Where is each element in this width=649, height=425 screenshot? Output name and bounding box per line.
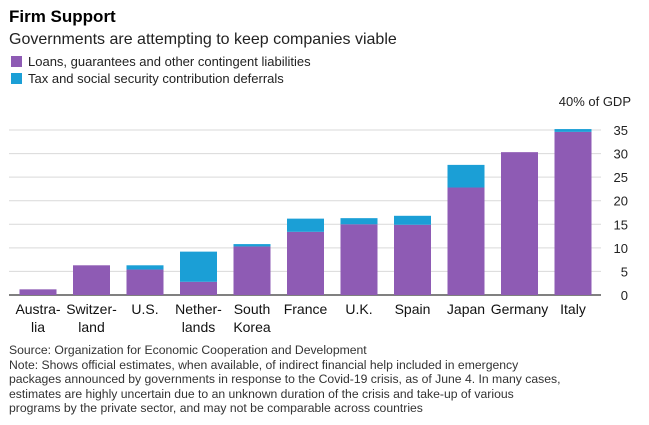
x-category-label: France <box>284 301 328 317</box>
chart-subtitle: Governments are attempting to keep compa… <box>9 31 397 48</box>
x-category-label-line: Nether- <box>175 301 222 317</box>
chart-title: Firm Support <box>9 7 116 26</box>
x-category-label-line: U.K. <box>345 301 372 317</box>
y-axis-ticks: 0 5 10 15 20 25 30 35 <box>614 123 628 303</box>
note-line: programs by the private sector, and may … <box>9 401 423 416</box>
bar-loans <box>19 289 57 295</box>
y-tick-label: 0 <box>621 288 628 303</box>
bar-loans <box>126 269 164 295</box>
bar-loans <box>554 131 592 295</box>
legend: Loans, guarantees and other contingent l… <box>11 54 311 86</box>
bar-loans <box>180 281 217 295</box>
bar-tax-deferrals <box>447 164 485 188</box>
note-line: packages announced by governments in res… <box>9 372 561 387</box>
bar-tax-deferrals <box>180 251 217 282</box>
y-tick-label: 30 <box>614 147 628 162</box>
x-category-label-line: lands <box>182 319 215 335</box>
x-category-label-line: Austra- <box>15 301 60 317</box>
bar-tax-deferrals <box>233 244 271 247</box>
y-axis-unit-label: 40% of GDP <box>559 94 631 109</box>
x-category-label-line: Spain <box>395 301 431 317</box>
x-category-label: Nether-lands <box>175 301 222 335</box>
y-tick-label: 5 <box>621 264 628 279</box>
x-category-label: U.S. <box>131 301 158 317</box>
chart-notes: Source: Organization for Economic Cooper… <box>9 343 609 416</box>
x-category-label-line: Germany <box>491 301 549 317</box>
source-note: Source: Organization for Economic Cooper… <box>9 343 367 357</box>
legend-label-tax-deferrals: Tax and social security contribution def… <box>28 71 284 86</box>
x-category-label: Germany <box>491 301 549 317</box>
x-category-label-line: U.S. <box>131 301 158 317</box>
x-category-label: Austra-lia <box>15 301 60 335</box>
note-line: estimates are highly uncertain due to an… <box>9 386 514 401</box>
x-category-label-line: land <box>78 319 104 335</box>
x-category-label: Switzer-land <box>66 301 117 335</box>
x-category-label: Italy <box>560 301 586 317</box>
bar-loans <box>233 246 271 295</box>
bar-loans <box>73 265 110 295</box>
x-category-label: Japan <box>447 301 485 317</box>
y-tick-label: 25 <box>614 170 628 185</box>
x-category-label-line: South <box>234 301 271 317</box>
bar-tax-deferrals <box>287 218 324 232</box>
x-category-label: South Korea <box>233 301 271 335</box>
y-tick-label: 10 <box>614 241 628 256</box>
bar-tax-deferrals <box>340 218 378 225</box>
bar-loans <box>287 231 324 295</box>
x-category-label-line: lia <box>31 319 45 335</box>
bar-tax-deferrals <box>554 129 592 132</box>
y-tick-label: 20 <box>614 194 628 209</box>
bar-loans <box>394 224 431 295</box>
bar-loans <box>447 187 485 295</box>
bar-tax-deferrals <box>394 215 431 225</box>
bar-loans <box>501 152 538 295</box>
bar-tax-deferrals <box>126 265 164 270</box>
note-line: Note: Shows official estimates, when ava… <box>9 357 519 372</box>
legend-swatch-tax-deferrals <box>11 73 22 84</box>
y-tick-label: 35 <box>614 123 628 138</box>
x-category-label-line: France <box>284 301 328 317</box>
x-category-label-line: Italy <box>560 301 586 317</box>
chart: Firm Support Governments are attempting … <box>9 7 631 335</box>
legend-label-loans: Loans, guarantees and other contingent l… <box>28 54 311 69</box>
x-category-label: U.K. <box>345 301 372 317</box>
bars <box>19 129 592 295</box>
legend-swatch-loans <box>11 56 22 67</box>
bar-loans <box>340 224 378 295</box>
x-category-label-line: Korea <box>233 319 271 335</box>
x-category-label: Spain <box>395 301 431 317</box>
x-category-label-line: Japan <box>447 301 485 317</box>
y-tick-label: 15 <box>614 217 628 232</box>
x-category-label-line: Switzer- <box>66 301 117 317</box>
